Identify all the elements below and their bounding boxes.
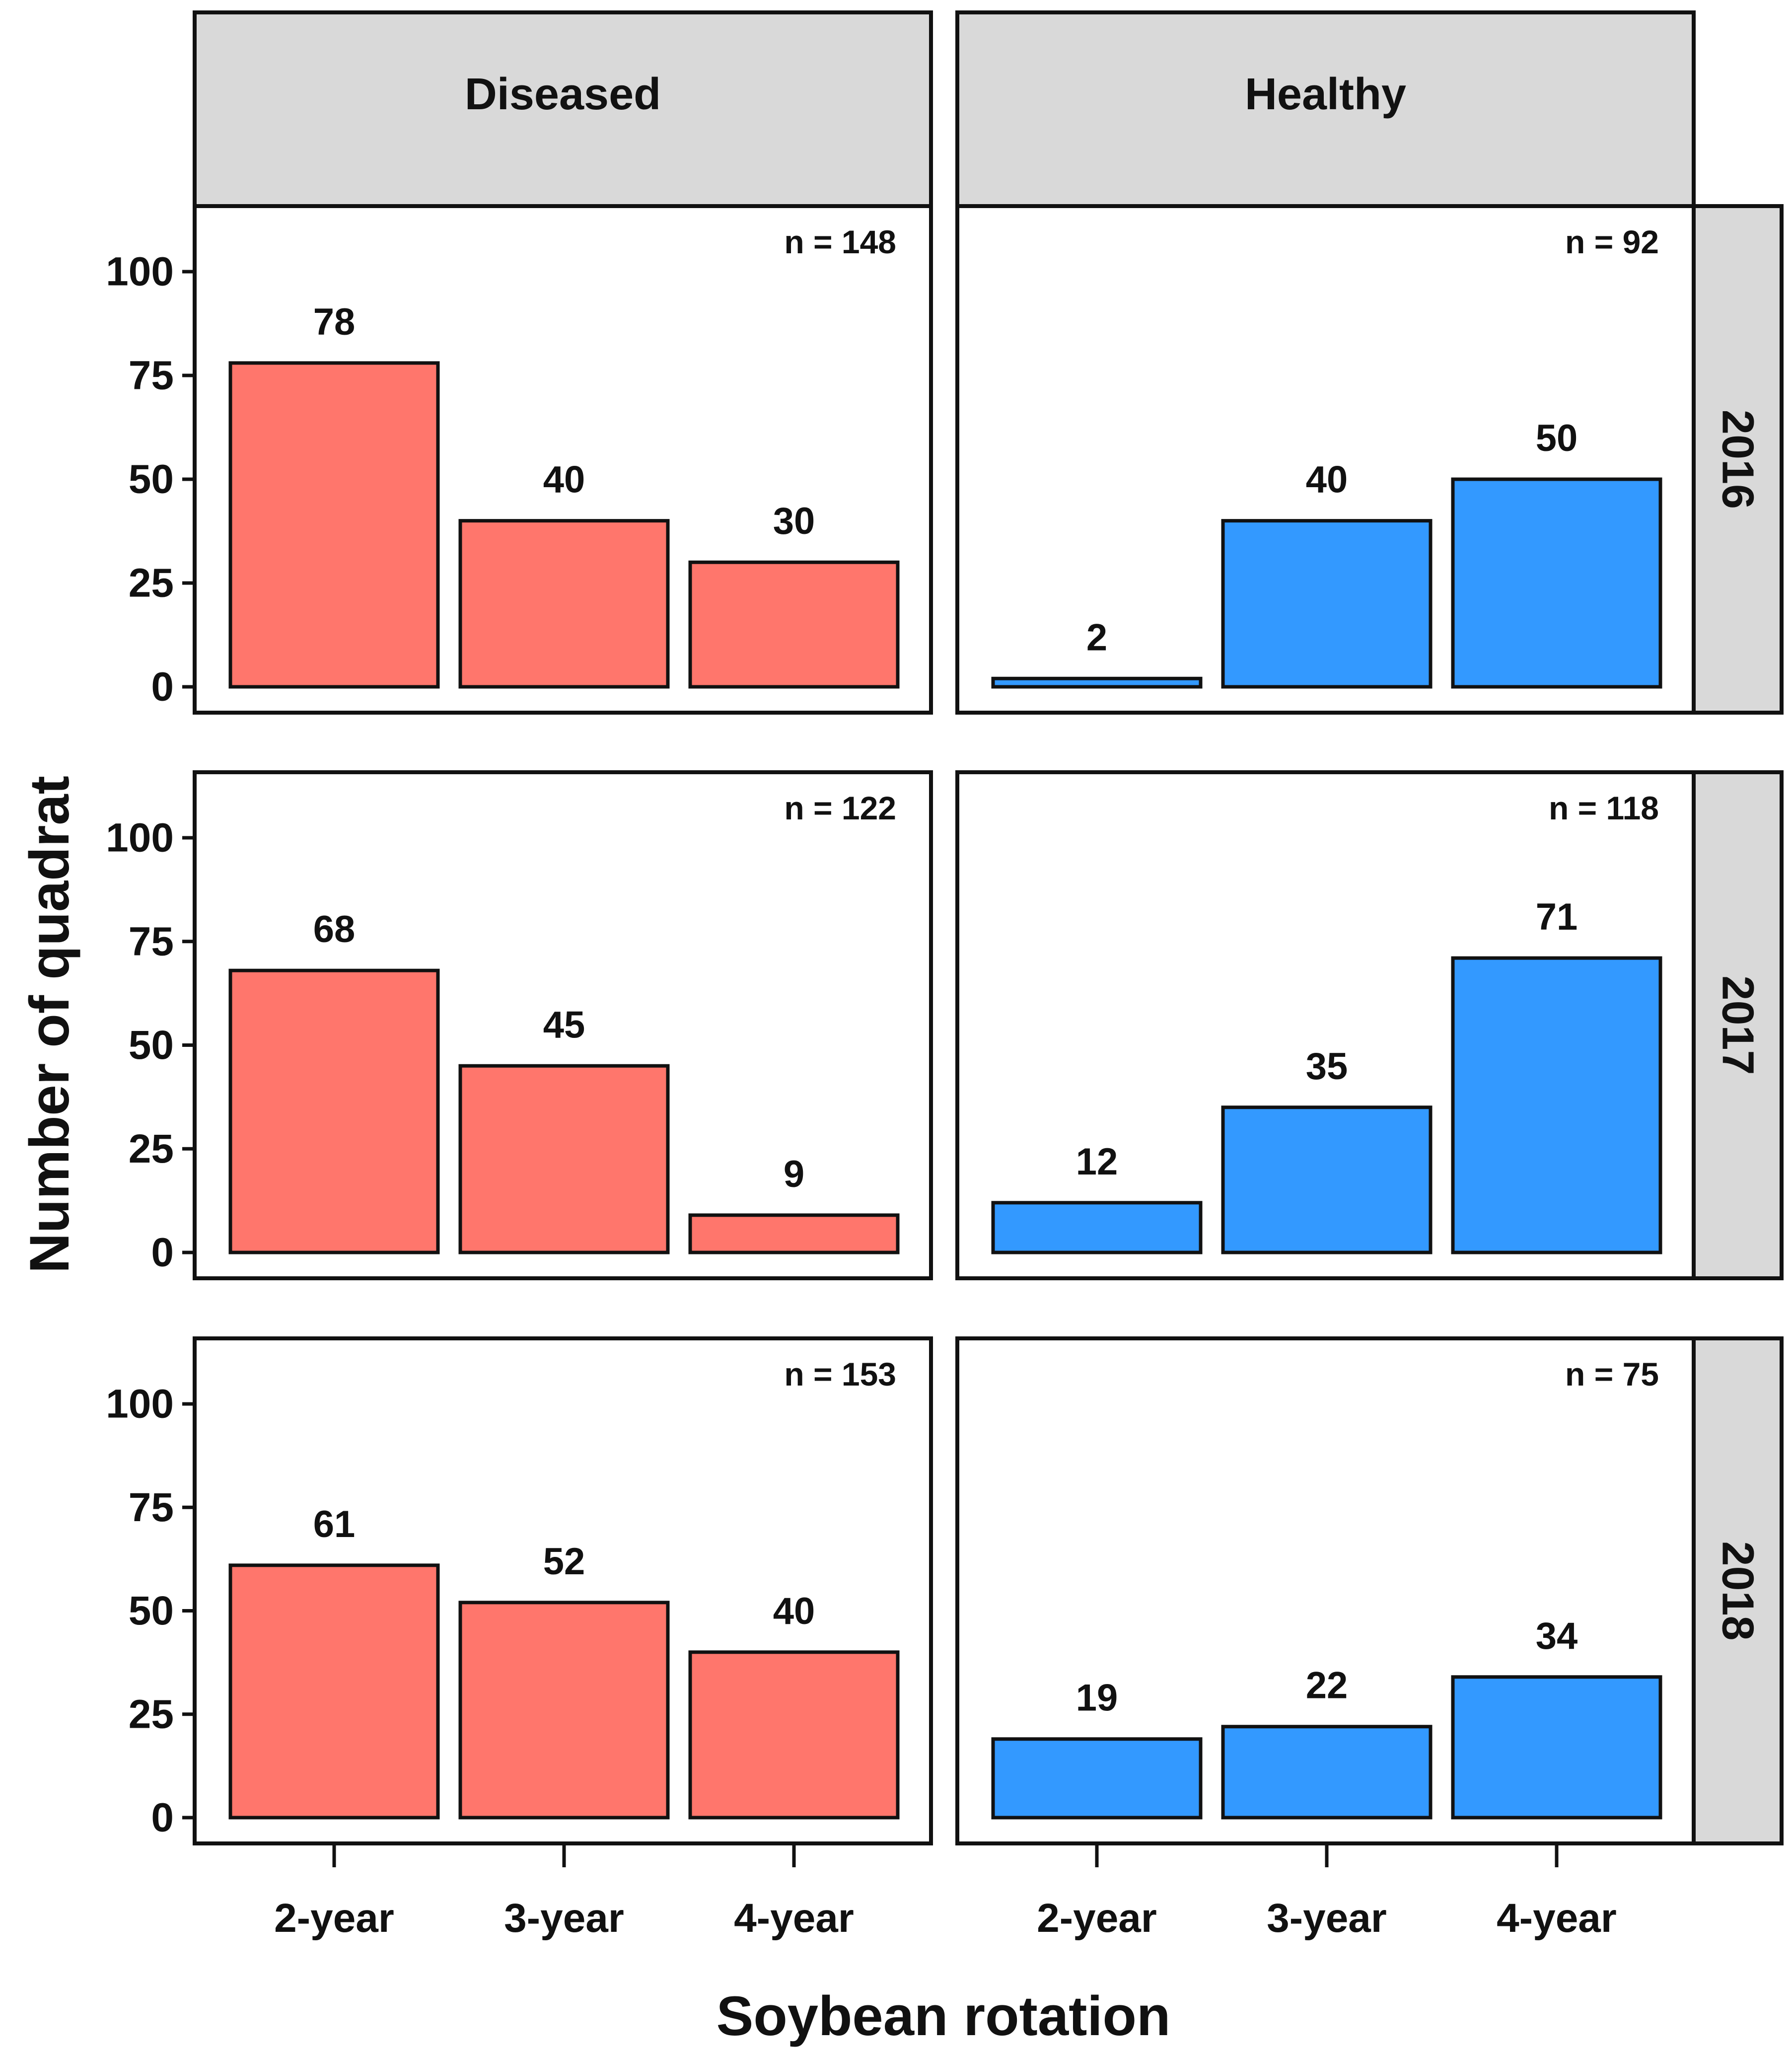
bar-diseased-2018-4-year bbox=[688, 1650, 900, 1820]
bar-value-label-healthy-2016-2-year: 2 bbox=[1086, 616, 1107, 659]
bar-value-label-diseased-2016-3-year: 40 bbox=[543, 459, 585, 501]
y-tick-label-2018-100: 100 bbox=[106, 1382, 174, 1427]
column-strip-healthy bbox=[955, 10, 1696, 208]
bar-value-label-diseased-2018-3-year: 52 bbox=[543, 1541, 585, 1583]
sample-size-label-healthy-2016: n = 92 bbox=[1565, 223, 1659, 260]
sample-size-label-healthy-2018: n = 75 bbox=[1565, 1356, 1659, 1393]
bar-value-label-diseased-2018-2-year: 61 bbox=[313, 1503, 356, 1545]
bar-value-label-healthy-2016-3-year: 40 bbox=[1306, 459, 1348, 501]
bar-value-label-healthy-2016-4-year: 50 bbox=[1536, 417, 1578, 459]
row-strip-label-2018: 2018 bbox=[1713, 1541, 1763, 1640]
strips-layer: Diseased Healthy 2016 2017 2018 bbox=[193, 10, 1784, 1845]
row-strip-2018 bbox=[1692, 1336, 1784, 1845]
sample-size-label-diseased-2018: n = 153 bbox=[784, 1356, 896, 1393]
bar-value-label-diseased-2016-4-year: 30 bbox=[773, 500, 815, 542]
y-tick-label-2016-100: 100 bbox=[106, 249, 174, 294]
sample-size-label-healthy-2017: n = 118 bbox=[1549, 790, 1659, 826]
x-tick-label-diseased-3-year: 3-year bbox=[504, 1896, 624, 1941]
x-tick-label-healthy-2-year: 2-year bbox=[1037, 1896, 1157, 1941]
bar-healthy-2017-4-year bbox=[1451, 956, 1662, 1254]
bar-healthy-2016-4-year bbox=[1451, 477, 1662, 689]
column-strip-label-healthy: Healthy bbox=[1245, 70, 1406, 119]
bar-diseased-2017-3-year bbox=[458, 1064, 670, 1254]
bar-value-label-healthy-2018-3-year: 22 bbox=[1306, 1665, 1348, 1707]
y-tick-label-2016-25: 25 bbox=[129, 561, 174, 606]
bar-value-label-healthy-2017-4-year: 71 bbox=[1536, 896, 1578, 938]
bar-value-label-diseased-2017-4-year: 9 bbox=[784, 1153, 804, 1195]
y-tick-label-2018-50: 50 bbox=[129, 1588, 174, 1633]
bar-value-label-healthy-2017-3-year: 35 bbox=[1306, 1045, 1348, 1088]
bar-diseased-2016-4-year bbox=[688, 560, 900, 689]
bar-diseased-2017-4-year bbox=[688, 1213, 900, 1254]
marks-layer: n = 148 78 40 30 n = 92 2 40 50 n = 122 68 45 9 n = … bbox=[228, 223, 1662, 1820]
y-axis-title: Number of quadrat bbox=[18, 776, 80, 1273]
bar-diseased-2018-3-year bbox=[458, 1601, 670, 1820]
bar-value-label-healthy-2018-4-year: 34 bbox=[1536, 1615, 1578, 1657]
bar-value-label-diseased-2017-3-year: 45 bbox=[543, 1004, 585, 1046]
y-tick-label-2017-0: 0 bbox=[151, 1230, 174, 1275]
y-tick-label-2017-75: 75 bbox=[129, 919, 174, 964]
bar-value-label-healthy-2017-2-year: 12 bbox=[1076, 1141, 1118, 1183]
row-strip-2016 bbox=[1692, 204, 1784, 715]
x-axis-title: Soybean rotation bbox=[717, 1985, 1171, 2047]
bar-value-label-healthy-2018-2-year: 19 bbox=[1076, 1677, 1118, 1719]
bar-healthy-2018-3-year bbox=[1221, 1725, 1433, 1820]
y-tick-label-2017-25: 25 bbox=[129, 1126, 174, 1172]
y-tick-label-2018-0: 0 bbox=[151, 1795, 174, 1840]
bar-healthy-2018-2-year bbox=[991, 1737, 1203, 1820]
bar-healthy-2017-2-year bbox=[991, 1201, 1203, 1254]
sample-size-label-diseased-2017: n = 122 bbox=[784, 790, 896, 826]
y-tick-label-2017-50: 50 bbox=[129, 1023, 174, 1068]
x-tick-label-diseased-4-year: 4-year bbox=[734, 1896, 854, 1941]
titles-layer: Soybean rotation Number of quadrat bbox=[18, 776, 1170, 2047]
row-strip-2017 bbox=[1692, 770, 1784, 1280]
bar-healthy-2017-3-year bbox=[1221, 1105, 1433, 1254]
column-strip-diseased bbox=[193, 10, 933, 208]
bar-diseased-2016-2-year bbox=[228, 361, 440, 689]
y-tick-label-2018-75: 75 bbox=[129, 1485, 174, 1530]
bar-diseased-2016-3-year bbox=[458, 519, 670, 689]
y-tick-label-2016-0: 0 bbox=[151, 664, 174, 710]
bar-healthy-2018-4-year bbox=[1451, 1675, 1662, 1820]
axes-layer: 0 25 50 75 100 0 25 50 75 100 0 25 50 75 100 2-year 3-ye… bbox=[106, 249, 1617, 1941]
y-tick-label-2016-50: 50 bbox=[129, 457, 174, 502]
column-strip-label-diseased: Diseased bbox=[465, 70, 661, 119]
bar-diseased-2017-2-year bbox=[228, 968, 440, 1254]
y-tick-label-2016-75: 75 bbox=[129, 353, 174, 398]
bar-healthy-2016-3-year bbox=[1221, 519, 1433, 689]
bar-value-label-diseased-2016-2-year: 78 bbox=[313, 301, 356, 343]
y-tick-label-2018-25: 25 bbox=[129, 1691, 174, 1737]
x-tick-label-healthy-3-year: 3-year bbox=[1267, 1896, 1387, 1941]
row-strip-label-2016: 2016 bbox=[1713, 410, 1763, 509]
x-tick-label-healthy-4-year: 4-year bbox=[1497, 1896, 1617, 1941]
bar-value-label-diseased-2017-2-year: 68 bbox=[313, 908, 356, 951]
x-tick-label-diseased-2-year: 2-year bbox=[274, 1896, 394, 1941]
bar-healthy-2016-2-year bbox=[991, 676, 1203, 689]
y-tick-label-2017-100: 100 bbox=[106, 815, 174, 861]
bar-diseased-2018-2-year bbox=[228, 1563, 440, 1820]
bar-value-label-diseased-2018-4-year: 40 bbox=[773, 1590, 815, 1632]
sample-size-label-diseased-2016: n = 148 bbox=[784, 223, 896, 260]
row-strip-label-2017: 2017 bbox=[1713, 975, 1763, 1075]
